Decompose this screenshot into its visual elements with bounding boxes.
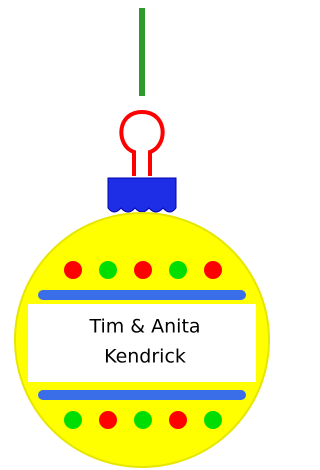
stripe [38,290,246,300]
hook [121,112,162,176]
name-line: Kendrick [104,346,186,368]
name-line: Tim & Anita [88,316,200,338]
stripe [38,390,246,400]
cap [108,178,176,212]
ornament: Tim & Anita Kendrick [0,0,272,470]
